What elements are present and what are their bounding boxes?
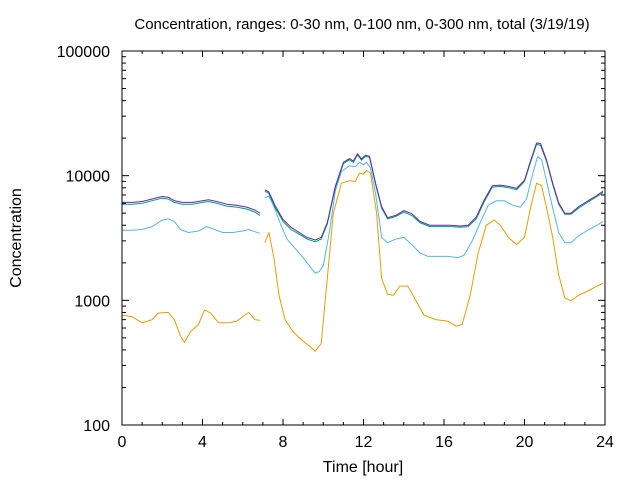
x-tick-label: 4 — [198, 434, 207, 451]
x-axis-title: Time [hour] — [323, 459, 403, 476]
x-tick-label: 8 — [279, 434, 288, 451]
series-layer — [121, 142, 604, 352]
y-axis-title: Concentration — [8, 188, 25, 288]
chart-title: Concentration, ranges: 0-30 nm, 0-100 nm… — [134, 16, 589, 33]
x-tick-label: 16 — [435, 434, 453, 451]
y-tick-label: 100000 — [57, 44, 110, 61]
x-tick-label: 20 — [516, 434, 534, 451]
x-tick-label: 12 — [355, 434, 373, 451]
x-tick-label: 24 — [596, 434, 614, 451]
series-1-line-segment-2 — [264, 170, 604, 352]
x-tick-label: 0 — [118, 434, 127, 451]
y-tick-label: 100 — [83, 418, 110, 435]
plot-frame — [121, 50, 606, 426]
series-4-line-segment-2 — [264, 142, 604, 241]
tick-layer: 0 4 8 12 16 20 24 100 1000 10000 100000 — [57, 44, 614, 451]
y-tick-label: 10000 — [66, 169, 111, 186]
series-2-line-segment-2 — [264, 156, 604, 274]
series-3-line-segment-2 — [264, 143, 604, 243]
series-1-line-segment-1 — [121, 309, 260, 343]
series-2-line-segment-1 — [122, 218, 261, 234]
series-4-line-segment-1 — [122, 196, 261, 214]
series-3-line-segment-1 — [122, 197, 261, 216]
y-tick-label: 1000 — [74, 293, 110, 310]
